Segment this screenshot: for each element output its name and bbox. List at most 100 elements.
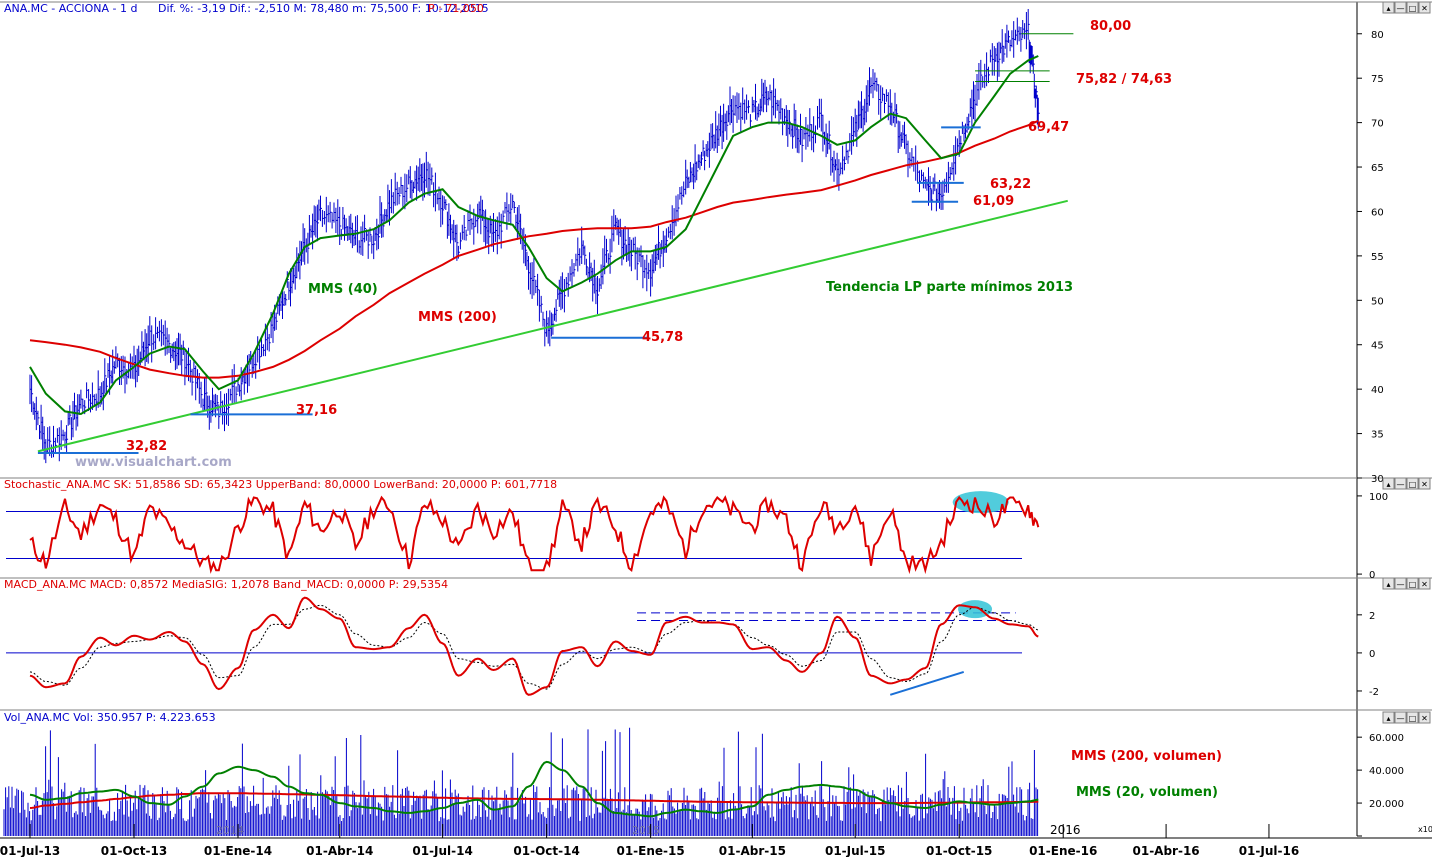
window-button-glyph-1-0: ▴ [1386, 480, 1390, 489]
price-tick-label-40: 40 [1371, 385, 1384, 396]
stochastic-header: Stochastic_ANA.MC SK: 51,8586 SD: 65,342… [4, 478, 557, 491]
window-button-glyph-1-2: □ [1409, 480, 1417, 489]
window-button-2-0 [1382, 577, 1395, 590]
year-2014-label: 2014 [216, 824, 244, 837]
trend-line [37, 199, 1068, 453]
price-tick-label-45: 45 [1371, 341, 1384, 352]
window-button-3-0 [1382, 711, 1395, 724]
label-mms40: MMS (40) [308, 282, 378, 297]
volume-bars-path [3, 727, 1039, 836]
label-69-47: 69,47 [1028, 120, 1069, 135]
price-header-ticker: ANA.MC - ACCIONA - 1 d [4, 2, 138, 15]
macd-highlight [958, 600, 993, 619]
price-tick-label-75: 75 [1371, 74, 1384, 85]
price-axis: 30 35 40 45 50 55 60 65 70 75 80 [1357, 30, 1384, 485]
window-button-0-3 [1418, 1, 1431, 14]
label-32-82: 32,82 [126, 439, 167, 454]
window-button-1-0 [1382, 477, 1395, 490]
window-button-glyph-2-3: ✕ [1421, 580, 1428, 589]
window-button-1-3 [1418, 477, 1431, 490]
stochastic-highlight [952, 491, 1009, 514]
watermark: www.visualchart.com [75, 455, 232, 470]
window-button-glyph-1-3: ✕ [1421, 480, 1428, 489]
window-button-glyph-2-2: □ [1409, 580, 1417, 589]
window-buttons: ▴ — □ ✕ ▴ — □ ✕ ▴ — □ ✕ ▴ — □ ✕ [1382, 1, 1431, 724]
mms200-line [29, 119, 1039, 379]
price-tick-label-55: 55 [1371, 252, 1384, 263]
macd-panel: -2 0 2 MACD_ANA.MC MACD: 0,8572 MediaSIG: … [4, 578, 1379, 698]
price-header-close: P : 71,050 [428, 2, 484, 15]
window-button-3-3 [1418, 711, 1431, 724]
x-tick-label-10: 01-Ene-16 [1029, 844, 1097, 857]
macd-tick-label-2: 2 [1369, 611, 1375, 622]
label-trend: Tendencia LP parte mínimos 2013 [826, 280, 1073, 295]
x-tick-label-8: 01-Jul-15 [825, 844, 885, 857]
window-button-glyph-0-2: □ [1409, 4, 1417, 13]
x-tick-label-4: 01-Jul-14 [412, 844, 472, 857]
price-tick-label-65: 65 [1371, 163, 1384, 174]
price-bars [29, 9, 1040, 464]
x-tick-label-11: 01-Abr-16 [1133, 844, 1200, 857]
label-45-78: 45,78 [642, 330, 683, 345]
window-button-2-2 [1406, 577, 1419, 590]
volume-axis: 20.000 40.000 60.000 [1357, 733, 1404, 837]
window-button-1-2 [1406, 477, 1419, 490]
vol-tick-label-40000: 40.000 [1369, 766, 1404, 777]
window-button-glyph-1-1: — [1397, 480, 1405, 489]
window-button-1-1 [1394, 477, 1407, 490]
window-button-glyph-3-2: □ [1409, 714, 1417, 723]
volume-bars [3, 727, 1039, 836]
window-button-glyph-3-3: ✕ [1421, 714, 1428, 723]
price-panel: 30 35 40 45 50 55 60 65 70 75 80 ANA.MC - ACCIONA … [4, 2, 1384, 485]
vol-tick-label-60000: 60.000 [1369, 733, 1404, 744]
price-tick-label-80: 80 [1371, 30, 1384, 41]
window-button-2-3 [1418, 577, 1431, 590]
price-tick-label-50: 50 [1371, 296, 1384, 307]
window-button-glyph-2-1: — [1397, 580, 1405, 589]
window-button-glyph-2-0: ▴ [1386, 580, 1390, 589]
mms40-line [29, 55, 1039, 416]
price-tick-label-60: 60 [1371, 207, 1384, 218]
x-tick-label-1: 01-Oct-13 [101, 844, 167, 857]
window-button-2-1 [1394, 577, 1407, 590]
window-button-3-1 [1394, 711, 1407, 724]
label-37-16: 37,16 [296, 403, 337, 418]
vol-tick-label-20000: 20.000 [1369, 799, 1404, 810]
price-header-stats: Dif. %: -3,19 Dif.: -2,510 M: 78,480 m: … [158, 2, 489, 15]
stochastic-panel: 0 100 Stochastic_ANA.MC SK: 51,8586 SD: 6… [4, 478, 1388, 581]
window-button-glyph-0-0: ▴ [1386, 4, 1390, 13]
stoch-tick-label-100: 100 [1369, 492, 1388, 503]
x-tick-label-12: 01-Jul-16 [1239, 844, 1299, 857]
x-tick-label-3: 01-Abr-14 [306, 844, 373, 857]
x-tick-label-0: 01-Jul-13 [0, 844, 60, 857]
window-button-glyph-3-1: — [1397, 714, 1405, 723]
label-mms20-volumen: MMS (20, volumen) [1076, 785, 1218, 800]
x-tick-label-5: 01-Oct-14 [513, 844, 579, 857]
window-button-glyph-0-3: ✕ [1421, 4, 1428, 13]
macd-line [29, 596, 1039, 696]
stochastic-sk-line [29, 495, 1040, 575]
window-button-0-2 [1406, 1, 1419, 14]
volume-header: Vol_ANA.MC Vol: 350.957 P: 4.223.653 [4, 711, 216, 724]
x-tick-label-9: 01-Oct-15 [926, 844, 992, 857]
label-mms200-volumen: MMS (200, volumen) [1071, 749, 1222, 764]
label-80-00: 80,00 [1090, 19, 1131, 34]
macd-tick-label--2: -2 [1369, 687, 1379, 698]
price-tick-label-35: 35 [1371, 430, 1384, 441]
year-2015-label: 2015 [632, 824, 660, 837]
macd-header: MACD_ANA.MC MACD: 0,8572 MediaSIG: 1,207… [4, 578, 448, 591]
label-63-22: 63,22 [990, 177, 1031, 192]
macd-divergence-line [889, 670, 965, 696]
year-2016-label: 2016 [1050, 823, 1081, 837]
window-button-0-0 [1382, 1, 1395, 14]
price-tick-label-30: 30 [1371, 474, 1384, 485]
volume-mms200-line [29, 792, 1039, 809]
window-button-3-2 [1406, 711, 1419, 724]
price-bars-path [29, 9, 1040, 464]
window-button-glyph-0-1: — [1397, 4, 1405, 13]
window-button-0-1 [1394, 1, 1407, 14]
support-resistance-levels [37, 33, 1074, 454]
volume-panel: 20.000 40.000 60.000 Vol_ANA.MC Vol: 350.9… [3, 711, 1432, 837]
label-mms200: MMS (200) [418, 310, 497, 325]
